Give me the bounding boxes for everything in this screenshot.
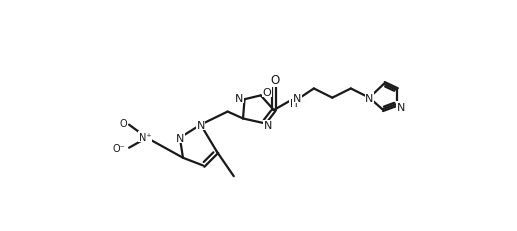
Text: O: O xyxy=(262,87,271,97)
Text: O⁻: O⁻ xyxy=(113,143,125,153)
Text: N: N xyxy=(264,121,272,131)
Text: N: N xyxy=(235,93,244,103)
Text: O: O xyxy=(119,119,127,128)
Text: N⁺: N⁺ xyxy=(139,132,151,142)
Text: H: H xyxy=(290,99,298,109)
Text: O: O xyxy=(270,74,279,87)
Text: N: N xyxy=(397,103,405,112)
Text: N: N xyxy=(176,133,184,143)
Text: N: N xyxy=(365,93,373,103)
Text: N: N xyxy=(293,93,301,103)
Text: N: N xyxy=(196,120,205,130)
